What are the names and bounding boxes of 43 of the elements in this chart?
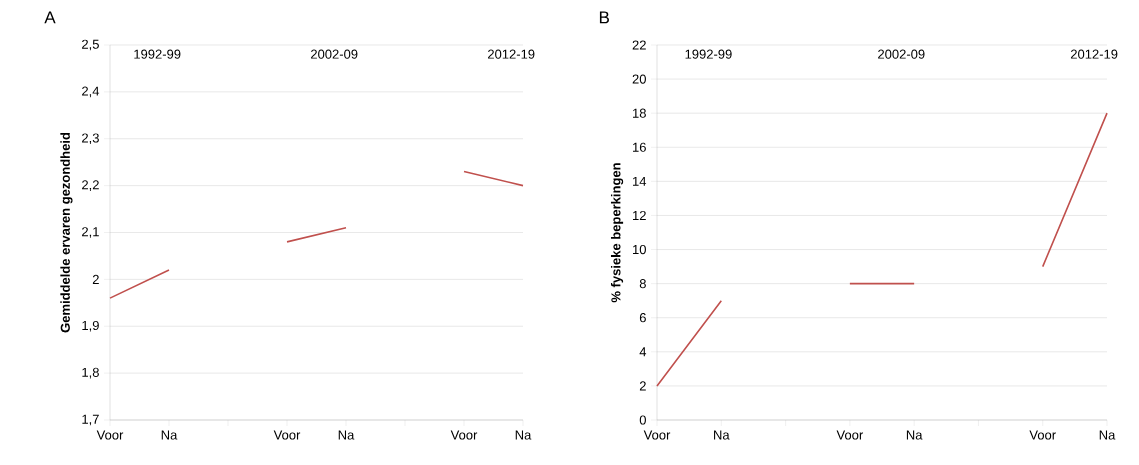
y-tick-label: 22 <box>632 40 646 50</box>
y-tick-label: 14 <box>633 176 647 186</box>
y-axis-title: Gemiddelde ervaren gezondheid <box>60 132 73 333</box>
annotation: 1992-99 <box>134 49 181 59</box>
y-tick-label: 2 <box>639 381 646 391</box>
y-tick-label: 20 <box>632 74 646 84</box>
y-tick-label: 2,4 <box>82 86 100 98</box>
y-tick-label: 4 <box>639 347 647 357</box>
y-tick-label: 10 <box>633 244 646 255</box>
x-tick-label: Na <box>161 430 178 440</box>
chart-title: B <box>599 11 609 24</box>
x-tick-label: Na <box>906 430 923 440</box>
annotation: 2012-19 <box>1070 49 1118 59</box>
x-tick-label: Na <box>515 430 532 440</box>
y-tick-label: 2,3 <box>82 133 99 145</box>
y-tick-label: 1,9 <box>82 320 99 332</box>
x-tick-label: Voor <box>836 430 864 440</box>
y-tick-label: 12 <box>633 210 646 220</box>
y-tick-label: 16 <box>633 142 646 152</box>
x-tick-label: Na <box>338 430 355 440</box>
y-tick-label: 1,7 <box>82 414 99 426</box>
x-tick-label: Voor <box>450 430 478 440</box>
annotation: 1992-99 <box>685 49 732 59</box>
y-tick-label: 6 <box>639 313 646 323</box>
y-tick-label: 8 <box>639 279 646 289</box>
x-tick-label: Voor <box>273 430 301 440</box>
y-tick-label: 2,2 <box>82 180 99 191</box>
annotation: 2002-09 <box>311 49 358 59</box>
x-tick-label: Na <box>714 430 730 440</box>
y-tick-label: 2 <box>92 274 99 284</box>
y-tick-label: 2,1 <box>82 227 99 238</box>
y-tick-label: 0 <box>639 415 646 425</box>
x-tick-label: Na <box>1099 430 1116 440</box>
x-tick-label: Voor <box>96 430 124 440</box>
chart-title: A <box>44 11 56 24</box>
y-tick-label: 2,5 <box>82 39 99 51</box>
y-axis-title: % fysieke beperkingen <box>610 163 624 303</box>
y-tick-label: 18 <box>633 108 646 118</box>
annotation: 2002-09 <box>878 49 925 59</box>
x-tick-label: Voor <box>643 430 671 440</box>
annotation: 2012-19 <box>488 49 535 59</box>
x-tick-label: Voor <box>1029 430 1056 440</box>
y-tick-label: 1,8 <box>82 367 99 379</box>
